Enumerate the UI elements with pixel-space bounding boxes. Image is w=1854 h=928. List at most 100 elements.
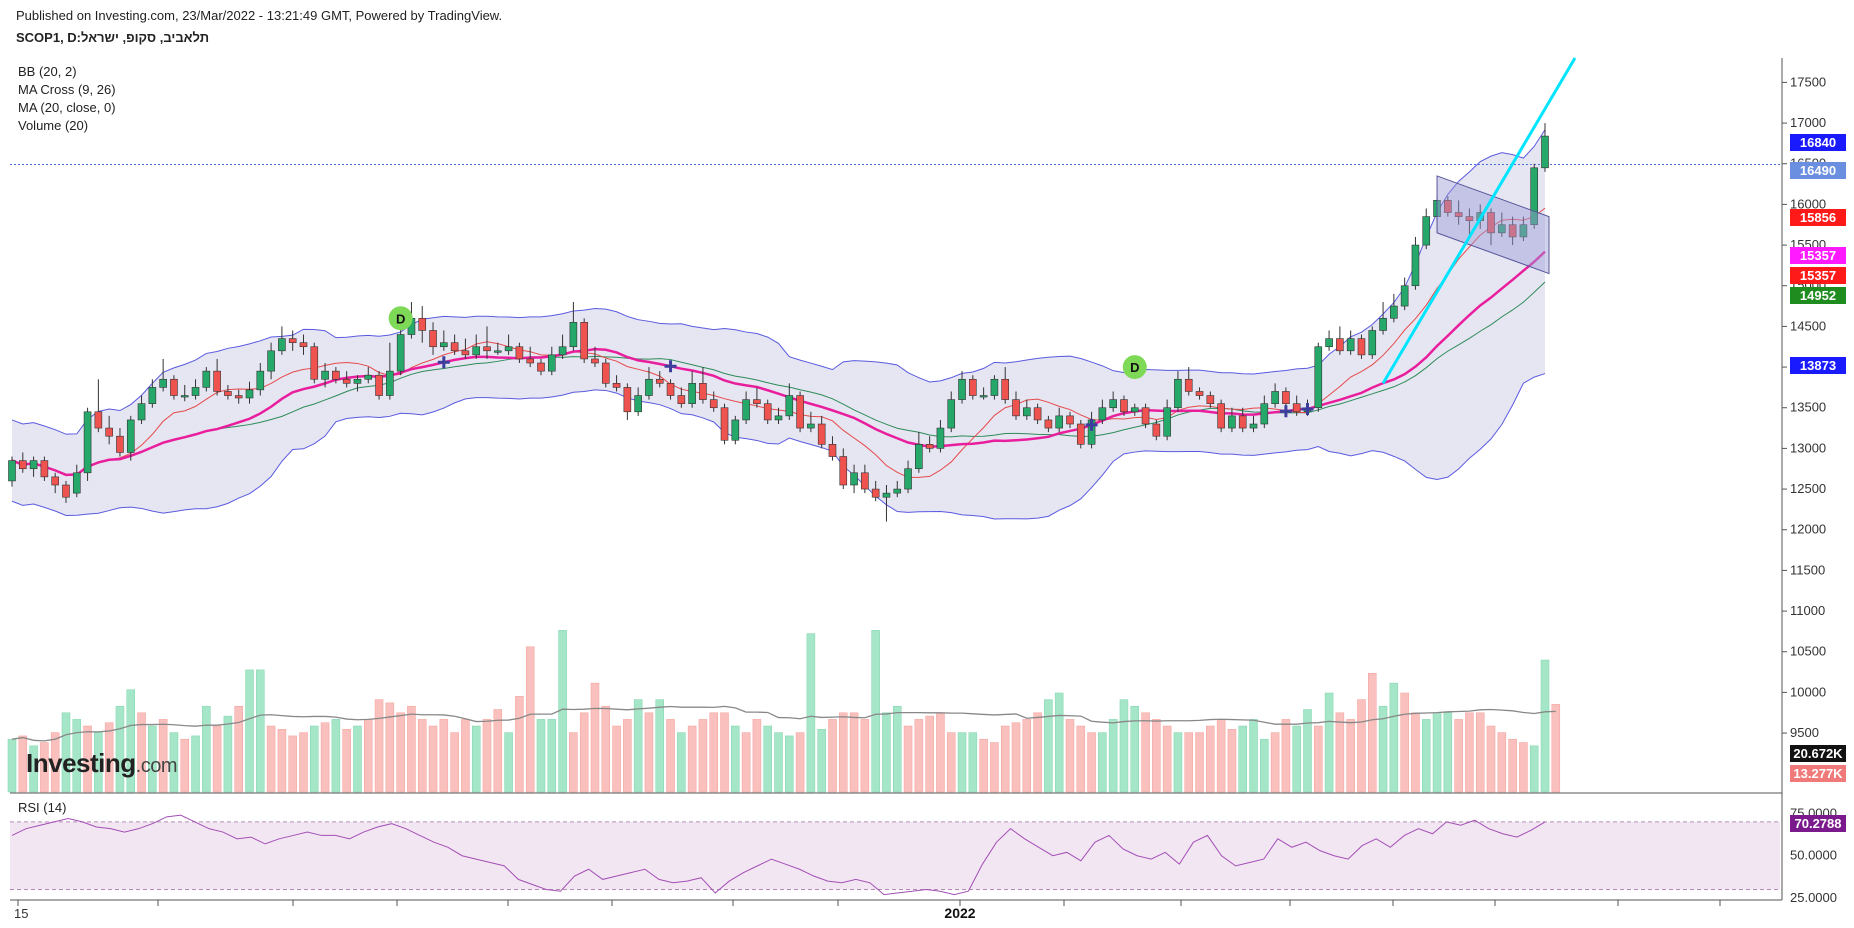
volume-bar: [1421, 719, 1431, 793]
volume-bar: [1324, 692, 1334, 793]
candle-body: [256, 370, 265, 391]
candle-body: [450, 342, 459, 352]
candle-body: [634, 395, 642, 413]
price-label-bb-lower: 13873: [1790, 357, 1846, 374]
candle-body: [612, 383, 621, 388]
candle-body: [1249, 423, 1258, 429]
ma26-line: [11, 281, 1546, 476]
volume-bar: [1529, 745, 1539, 793]
volume-bar: [957, 732, 967, 793]
indicator-rsi[interactable]: RSI (14): [18, 800, 67, 815]
volume-bar: [396, 712, 405, 793]
volume-bar: [666, 719, 675, 793]
indicator-bb[interactable]: BB (20, 2): [18, 64, 77, 79]
volume-bar: [590, 682, 600, 793]
candle-body: [375, 374, 383, 396]
volume-bar: [148, 725, 157, 793]
candle-body: [234, 395, 243, 399]
candle-body: [569, 322, 578, 348]
price-label-bb-mid: 15357: [1790, 267, 1846, 284]
volume-bar: [277, 729, 287, 793]
candle-body: [1314, 346, 1323, 409]
candle-body: [202, 370, 211, 388]
volume-bar: [1508, 738, 1517, 793]
candle-body: [1238, 415, 1247, 429]
candle-body: [1357, 338, 1366, 356]
candle-body: [8, 460, 16, 482]
volume-bar: [158, 719, 168, 793]
volume-bar: [525, 646, 535, 793]
volume-bar: [310, 725, 319, 793]
volume-bar: [353, 725, 362, 793]
ma-cross-marker: [664, 360, 677, 373]
candle-body: [1292, 403, 1301, 413]
volume-bar: [191, 735, 200, 793]
volume-bar: [180, 738, 189, 793]
ma-cross-marker: [1301, 402, 1314, 415]
candle-body: [386, 370, 394, 396]
candle-body: [494, 350, 502, 353]
candle-body: [601, 362, 610, 384]
volume-bar: [115, 705, 125, 793]
volume-bar: [1238, 725, 1247, 793]
volume-bar: [925, 715, 934, 793]
volume-bar: [169, 732, 179, 793]
candle-body: [1498, 224, 1506, 234]
candle-body: [1487, 212, 1495, 234]
logo-suffix: .com: [135, 755, 178, 777]
candle-body: [763, 403, 772, 421]
y-tick-label: 17500: [1790, 74, 1826, 89]
volume-bar: [785, 735, 794, 793]
volume-bar: [1497, 732, 1507, 793]
y-tick-label: 17000: [1790, 115, 1826, 130]
price-label-bb-upper: 16840: [1790, 134, 1846, 151]
candle-body: [1444, 200, 1452, 213]
candle-body: [1508, 224, 1517, 238]
volume-bar: [687, 725, 697, 793]
candle-body: [645, 378, 653, 396]
candle-body: [677, 395, 686, 404]
y-tick-label: 13000: [1790, 440, 1826, 455]
volume-bar: [471, 725, 481, 793]
candle-body: [483, 346, 491, 352]
candle-body: [1519, 224, 1528, 238]
indicator-ma-cross[interactable]: MA Cross (9, 26): [18, 82, 116, 97]
candle-body: [1260, 403, 1269, 425]
volume-bar: [946, 732, 956, 793]
dividend-marker: [388, 306, 413, 331]
dividend-marker-label: D: [1130, 360, 1139, 375]
candle-body: [915, 444, 923, 470]
y-tick-label: 13500: [1790, 400, 1826, 415]
candle-body: [83, 411, 92, 474]
indicator-volume[interactable]: Volume (20): [18, 118, 89, 133]
volume-bar: [72, 719, 82, 793]
candle-body: [245, 389, 254, 399]
volume-bar: [202, 705, 211, 793]
price-label-last: 16490: [1790, 162, 1846, 179]
candle-body: [731, 419, 740, 441]
volume-bar: [806, 633, 816, 793]
candle-body: [623, 387, 632, 413]
candle-body: [1163, 407, 1171, 437]
candle-body: [1001, 378, 1010, 400]
candle-body: [461, 350, 470, 356]
candle-body: [1530, 167, 1539, 226]
candle-body: [580, 322, 588, 360]
candle-body: [1422, 216, 1431, 246]
y-tick-label: 16000: [1790, 196, 1826, 211]
volume-bar: [1454, 719, 1463, 793]
candle-body: [936, 427, 945, 449]
candle-body: [1141, 407, 1150, 425]
y-tick-label: 11500: [1790, 562, 1825, 577]
candle-body: [882, 492, 891, 498]
rsi-line: [11, 814, 1546, 896]
volume-bar: [1475, 712, 1485, 793]
candle-body: [785, 395, 794, 417]
indicator-ma[interactable]: MA (20, close, 0): [18, 100, 116, 115]
volume-bar: [720, 712, 729, 793]
volume-bar: [1076, 725, 1086, 793]
volume-bar: [385, 702, 395, 793]
volume-bar: [1270, 732, 1280, 793]
candle-body: [817, 423, 826, 445]
volume-bar: [1551, 704, 1561, 793]
